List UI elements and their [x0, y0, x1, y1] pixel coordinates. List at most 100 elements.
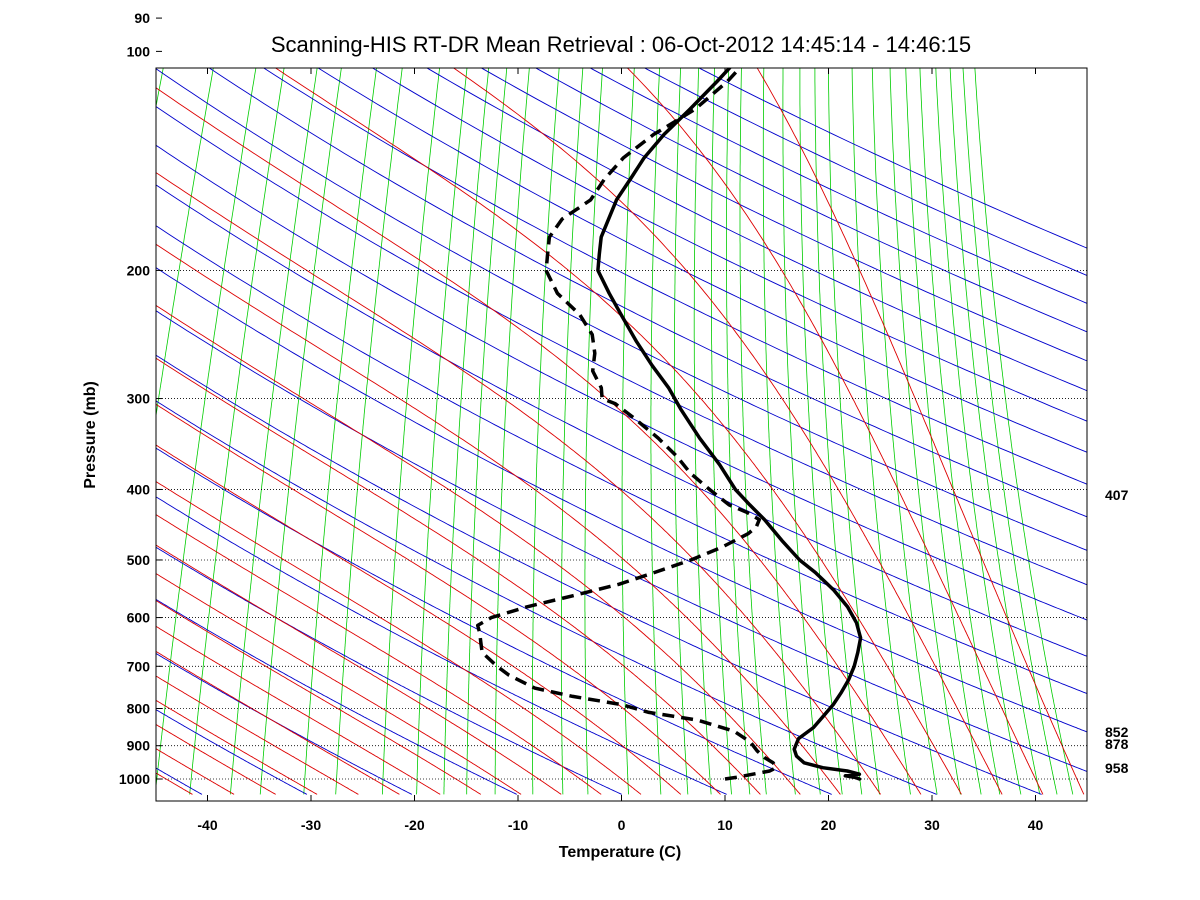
moist-adiabat: [156, 600, 482, 795]
dry-adiabat: [156, 767, 203, 795]
mixing-ratio-line: [381, 68, 441, 795]
dry-adiabat: [156, 144, 1087, 621]
y-tick-label: 700: [127, 658, 151, 674]
moist-adiabat: [156, 675, 359, 795]
x-tick-label: -30: [301, 817, 321, 833]
y-tick-label: 900: [127, 738, 151, 754]
mixing-ratio-line: [335, 68, 403, 795]
right-level-label: 852: [1105, 724, 1129, 740]
moist-adiabat: [156, 625, 441, 795]
dry-adiabat: [156, 68, 1087, 551]
dry-adiabat: [156, 709, 308, 795]
mixing-ratio-line: [674, 68, 689, 795]
moist-adiabat: [0, 0, 67, 794]
dry-adiabat: [156, 310, 1087, 772]
moist-adiabat: [626, 68, 1044, 795]
x-tick-label: 30: [924, 817, 940, 833]
moist-adiabat: [156, 514, 602, 795]
moist-adiabat: [156, 650, 400, 795]
mixing-ratio-line: [230, 68, 318, 795]
mixing-ratio-line: [532, 68, 560, 795]
right-level-label: 958: [1105, 760, 1129, 776]
dewpoint-line: [475, 68, 778, 781]
mixing-ratio-line: [905, 68, 982, 795]
moist-adiabat: [156, 357, 761, 795]
y-tick-label: 600: [127, 610, 151, 626]
moist-adiabat: [156, 304, 801, 795]
mixing-ratio-line: [466, 68, 508, 795]
plot-area: [0, 0, 1087, 795]
right-level-label: 407: [1105, 487, 1129, 503]
y-tick-label: 200: [127, 262, 151, 278]
mixing-ratio-line: [919, 68, 1001, 795]
x-axis-label: Temperature (C): [559, 844, 681, 861]
dry-adiabat: [480, 68, 1087, 362]
y-tick-label: 90: [134, 10, 150, 26]
dry-adiabat: [156, 225, 1087, 695]
moist-adiabat: [156, 748, 235, 795]
dry-adiabat: [371, 68, 1087, 422]
y-tick-label: 100: [127, 43, 151, 59]
mixing-ratio-line: [949, 68, 1041, 795]
mixing-ratio-line: [621, 68, 635, 795]
y-tick-label: 500: [127, 552, 151, 568]
mixing-ratio-line: [851, 68, 911, 795]
dry-adiabat: [208, 68, 1087, 518]
moist-adiabat: [156, 699, 318, 795]
x-tick-label: 40: [1028, 817, 1044, 833]
mixing-ratio-line: [935, 68, 1022, 795]
mixing-ratio-line: [156, 68, 214, 418]
mixing-ratio-line: [156, 68, 257, 791]
moist-adiabat: [156, 87, 922, 795]
mixing-ratio-line: [889, 68, 961, 795]
mixing-ratio-line: [560, 68, 584, 795]
dry-adiabat: [317, 68, 1087, 453]
dry-adiabat: [156, 106, 1087, 586]
mixing-ratio-line: [0, 0, 128, 794]
mixing-ratio-line: [189, 68, 285, 795]
moist-adiabat: [0, 0, 25, 794]
dry-adiabat: [534, 68, 1087, 333]
mixing-ratio-line: [974, 68, 1074, 795]
mixing-ratio-line: [693, 68, 712, 795]
moist-adiabat: [274, 68, 962, 795]
moist-adiabat: [156, 724, 276, 795]
mixing-ratio-line: [782, 68, 821, 795]
y-tick-label: 800: [127, 700, 151, 716]
temperature-line: [596, 68, 863, 781]
pressure-gridlines: [156, 270, 1087, 780]
mixing-ratio-line: [762, 68, 796, 795]
mixing-ratio-line: [827, 68, 880, 795]
dry-adiabat: [262, 68, 1087, 485]
mixing-ratio-line: [871, 68, 938, 795]
dry-adiabat: [589, 68, 1087, 304]
mixing-ratio-line: [814, 68, 863, 795]
dry-adiabat: [156, 652, 413, 795]
x-tick-label: 0: [618, 817, 626, 833]
moist-adiabat: [156, 172, 881, 795]
mixing-ratio-line: [739, 68, 767, 795]
mixing-ratio-line: [0, 0, 75, 794]
x-tick-label: 10: [717, 817, 733, 833]
moist-adiabat: [156, 444, 682, 795]
x-axis: -40 -30 -20 -10 0 10 20 30 40: [197, 68, 1043, 833]
dry-adiabat: [156, 400, 937, 795]
mixing-ratio-line: [443, 68, 490, 795]
y-axis: 5060708090100200300400500600700800900100…: [119, 10, 162, 787]
dry-adiabat: [156, 447, 832, 795]
dry-adiabat: [156, 354, 1042, 795]
y-axis-label: Pressure (mb): [82, 381, 99, 489]
moist-adiabat: [452, 68, 1003, 795]
moist-adiabat: [156, 573, 522, 795]
right-level-label: 878: [1105, 736, 1129, 752]
mixing-ratio-line: [799, 68, 843, 795]
dry-adiabat: [156, 267, 1087, 733]
mixing-ratio-line: [962, 68, 1058, 795]
dry-adiabat: [426, 68, 1087, 392]
moist-adiabat: [156, 403, 721, 795]
moist-adiabat: [756, 68, 1085, 795]
dry-adiabat: [156, 546, 622, 795]
dry-adiabat: [156, 496, 727, 795]
